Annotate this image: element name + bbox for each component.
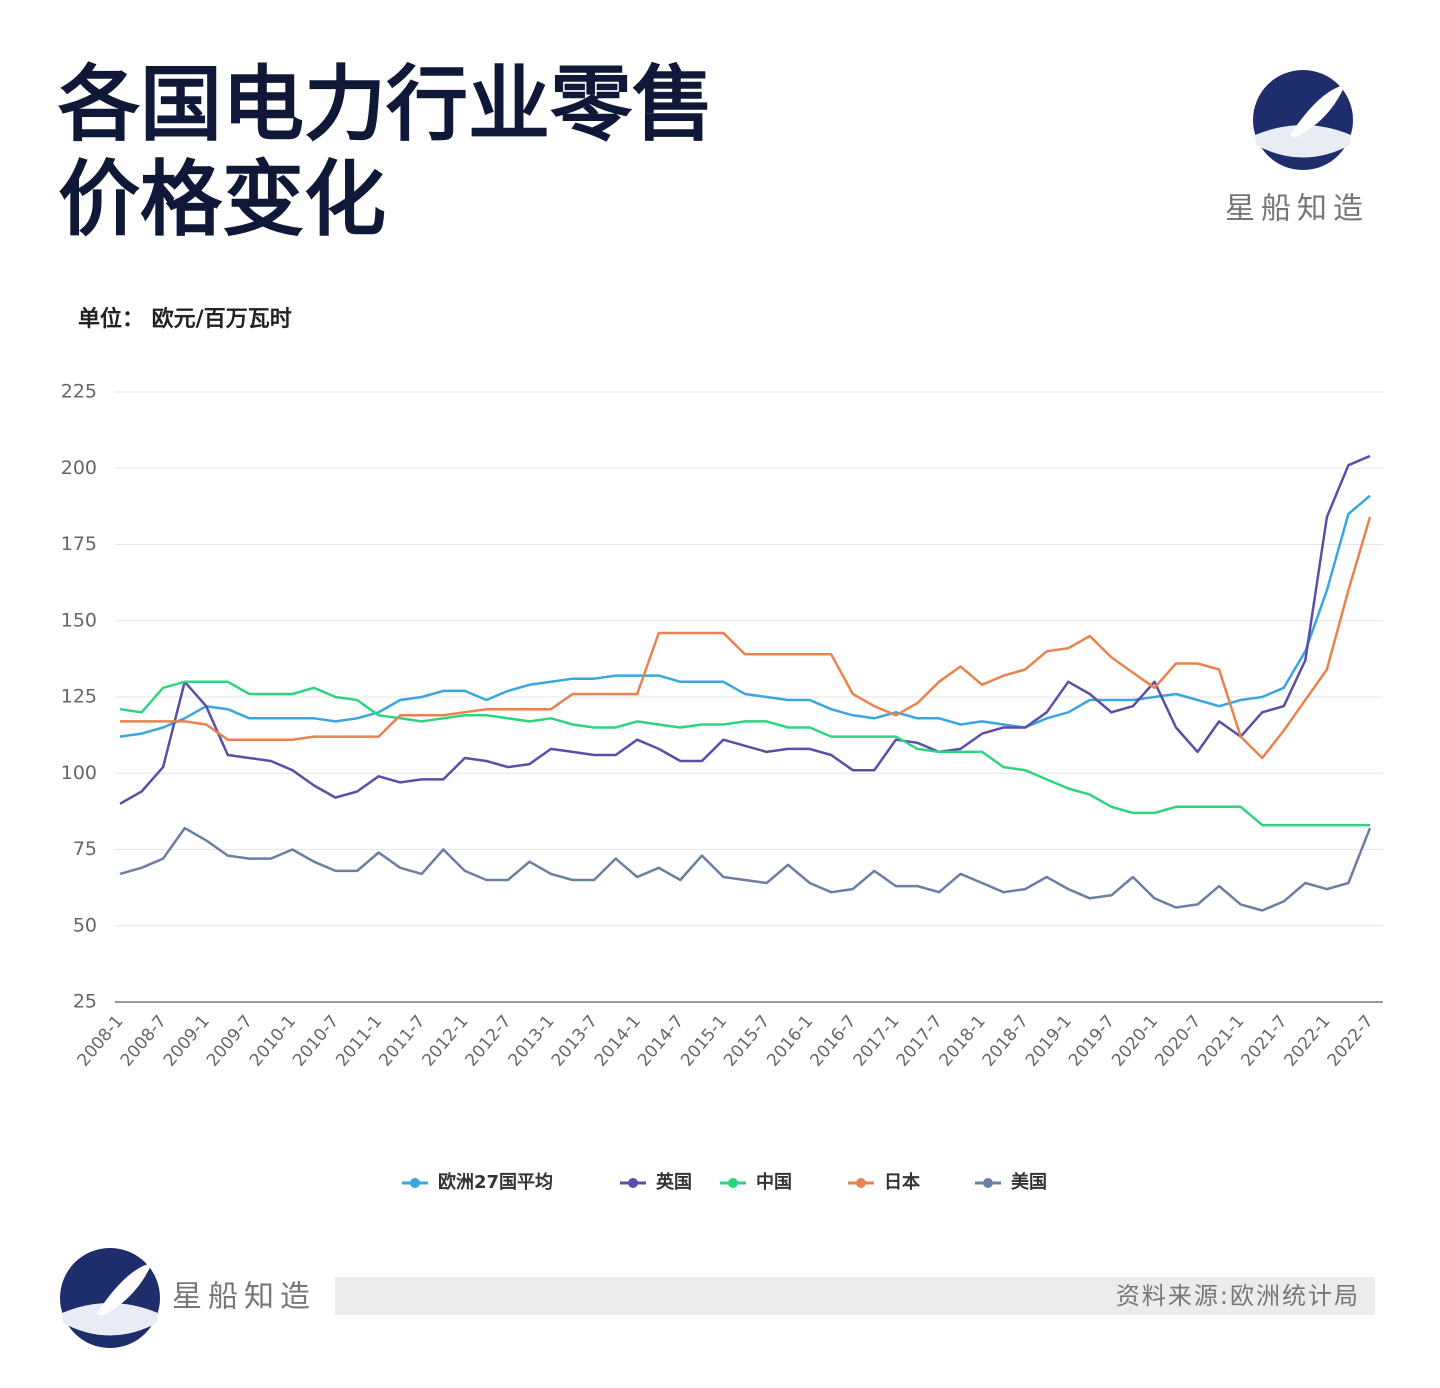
x-tick-label: 2022-1	[1281, 1012, 1335, 1071]
title: 价格变化	[58, 152, 386, 247]
x-tick-label: 2008-1	[74, 1012, 128, 1071]
x-tick-label: 2011-1	[332, 1012, 386, 1071]
series-line	[119, 454, 1371, 805]
x-tick-label: 2008-7	[117, 1012, 171, 1071]
legend-marker	[410, 1178, 420, 1188]
x-tick-label: 2022-7	[1324, 1012, 1378, 1071]
legend-label: 中国	[756, 1171, 792, 1193]
x-tick-label: 2011-7	[375, 1012, 429, 1071]
y-tick-label: 100	[61, 762, 97, 784]
y-tick-label: 225	[61, 381, 97, 403]
x-tick-label: 2020-1	[1108, 1012, 1162, 1071]
source: 资料来源:欧洲统计局	[1116, 1282, 1360, 1310]
legend-marker	[983, 1178, 993, 1188]
y-tick-label: 25	[73, 991, 97, 1013]
series-line	[119, 826, 1372, 912]
series-line	[119, 680, 1370, 827]
y-tick-label: 75	[73, 838, 97, 860]
y-tick-label: 150	[61, 609, 97, 631]
x-tick-label: 2014-1	[591, 1012, 645, 1071]
x-tick-label: 2017-7	[893, 1012, 947, 1071]
legend-marker	[628, 1178, 638, 1188]
x-tick-label: 2010-1	[246, 1012, 300, 1071]
legend-label: 英国	[655, 1171, 692, 1193]
legend-label: 日本	[884, 1171, 920, 1193]
x-tick-label: 2013-1	[505, 1012, 559, 1071]
title: 各国电力行业零售	[58, 57, 714, 152]
x-tick-label: 2018-1	[936, 1012, 990, 1071]
y-tick-label: 50	[73, 914, 97, 936]
brand: 星船知造	[1225, 192, 1369, 227]
series-line	[119, 494, 1371, 738]
series-line	[120, 516, 1372, 760]
x-tick-label: 2021-1	[1194, 1012, 1248, 1071]
x-tick-label: 2012-1	[418, 1012, 472, 1071]
footer-logo	[60, 1248, 160, 1348]
unit-label: 单位： 欧元/百万瓦时	[78, 306, 292, 332]
x-tick-label: 2010-7	[289, 1012, 343, 1071]
x-tick-label: 2012-7	[462, 1012, 516, 1071]
y-tick-label: 200	[61, 457, 97, 479]
y-tick-label: 175	[61, 533, 97, 555]
legend-marker	[856, 1178, 866, 1188]
footer-brand: 星船知造	[172, 1280, 316, 1315]
x-tick-label: 2013-7	[548, 1012, 602, 1071]
x-tick-label: 2017-1	[849, 1012, 903, 1071]
x-tick-label: 2015-7	[720, 1012, 774, 1071]
x-tick-label: 2019-7	[1065, 1012, 1119, 1071]
legend-marker	[728, 1178, 738, 1188]
x-tick-label: 2018-7	[979, 1012, 1033, 1071]
logo	[1253, 70, 1353, 170]
x-tick-label: 2019-1	[1022, 1012, 1076, 1071]
x-tick-label: 2020-7	[1151, 1012, 1205, 1071]
x-tick-label: 2021-7	[1237, 1012, 1291, 1071]
x-tick-label: 2015-1	[677, 1012, 731, 1071]
legend-label: 欧洲27国平均	[438, 1171, 553, 1193]
x-tick-label: 2009-1	[160, 1012, 214, 1071]
x-tick-label: 2016-1	[763, 1012, 817, 1071]
x-tick-label: 2009-7	[203, 1012, 257, 1071]
footer-bar	[335, 1277, 1375, 1315]
legend-label: 美国	[1011, 1171, 1047, 1193]
x-tick-label: 2014-7	[634, 1012, 688, 1071]
y-tick-label: 125	[61, 686, 97, 708]
x-tick-label: 2016-7	[806, 1012, 860, 1071]
